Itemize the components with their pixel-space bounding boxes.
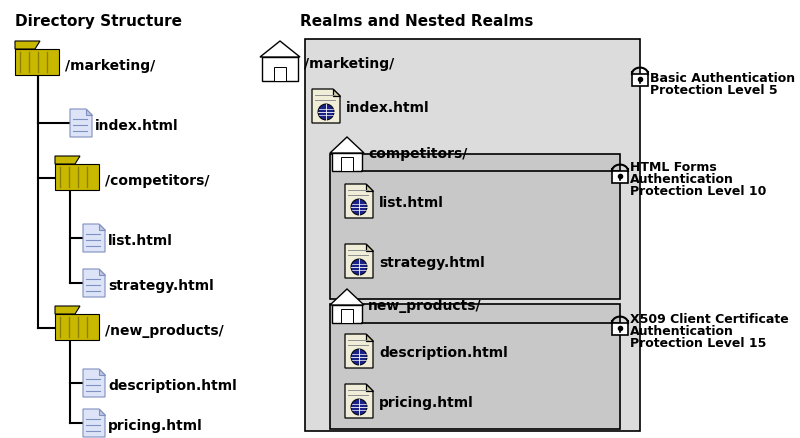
Text: Protection Level 15: Protection Level 15	[630, 337, 766, 350]
Text: /new_products/: /new_products/	[105, 323, 224, 337]
Text: Protection Level 10: Protection Level 10	[630, 185, 766, 198]
Text: competitors/: competitors/	[368, 147, 467, 161]
Text: X509 Client Certificate: X509 Client Certificate	[630, 313, 789, 326]
Polygon shape	[366, 244, 373, 251]
Polygon shape	[83, 409, 105, 437]
Polygon shape	[333, 90, 340, 97]
Text: description.html: description.html	[108, 378, 237, 392]
Text: Basic Authentication: Basic Authentication	[650, 72, 795, 85]
Bar	[632, 75, 648, 87]
Bar	[330, 155, 620, 299]
Text: pricing.html: pricing.html	[379, 395, 474, 409]
Polygon shape	[99, 225, 105, 230]
Polygon shape	[86, 110, 92, 116]
Circle shape	[318, 105, 334, 121]
Polygon shape	[70, 110, 92, 138]
Text: /marketing/: /marketing/	[65, 59, 155, 73]
Circle shape	[351, 259, 367, 276]
Bar	[55, 314, 99, 340]
Circle shape	[351, 349, 367, 365]
Polygon shape	[366, 184, 373, 191]
Polygon shape	[345, 184, 373, 219]
Text: Authentication: Authentication	[630, 325, 734, 338]
Bar	[55, 165, 99, 191]
Polygon shape	[330, 290, 364, 305]
Polygon shape	[345, 334, 373, 368]
Text: description.html: description.html	[379, 345, 508, 359]
Text: Realms and Nested Realms: Realms and Nested Realms	[300, 14, 534, 29]
Circle shape	[351, 399, 367, 415]
Bar	[15, 50, 59, 76]
Polygon shape	[83, 225, 105, 252]
Text: index.html: index.html	[346, 101, 430, 115]
Bar	[612, 172, 628, 184]
Text: pricing.html: pricing.html	[108, 418, 202, 432]
Polygon shape	[99, 409, 105, 415]
Polygon shape	[99, 269, 105, 276]
Polygon shape	[99, 369, 105, 375]
Polygon shape	[55, 157, 80, 165]
Polygon shape	[312, 90, 340, 124]
Bar	[330, 304, 620, 429]
Text: index.html: index.html	[95, 119, 178, 133]
Polygon shape	[55, 306, 80, 314]
Bar	[612, 323, 628, 335]
Polygon shape	[15, 42, 40, 50]
Polygon shape	[330, 138, 364, 154]
Text: /marketing/: /marketing/	[304, 57, 394, 71]
Bar	[332, 305, 362, 323]
Text: list.html: list.html	[379, 195, 444, 209]
Text: list.html: list.html	[108, 233, 173, 247]
Text: /competitors/: /competitors/	[105, 173, 210, 187]
Bar	[341, 158, 353, 172]
Polygon shape	[345, 244, 373, 279]
Polygon shape	[366, 334, 373, 341]
Text: strategy.html: strategy.html	[379, 255, 485, 269]
Text: HTML Forms: HTML Forms	[630, 161, 717, 174]
Polygon shape	[260, 42, 300, 58]
Text: strategy.html: strategy.html	[108, 279, 214, 292]
Polygon shape	[345, 384, 373, 418]
Bar	[305, 40, 640, 431]
Text: i: i	[639, 77, 641, 82]
Bar	[274, 68, 286, 82]
Text: Protection Level 5: Protection Level 5	[650, 84, 778, 97]
Circle shape	[351, 200, 367, 215]
Text: Authentication: Authentication	[630, 173, 734, 186]
Text: Directory Structure: Directory Structure	[15, 14, 182, 29]
Text: i: i	[619, 173, 621, 179]
Bar	[262, 58, 298, 82]
Bar	[332, 154, 362, 172]
Text: i: i	[619, 325, 621, 330]
Polygon shape	[366, 384, 373, 391]
Polygon shape	[83, 369, 105, 397]
Bar	[341, 309, 353, 323]
Text: new_products/: new_products/	[368, 298, 482, 312]
Polygon shape	[83, 269, 105, 297]
